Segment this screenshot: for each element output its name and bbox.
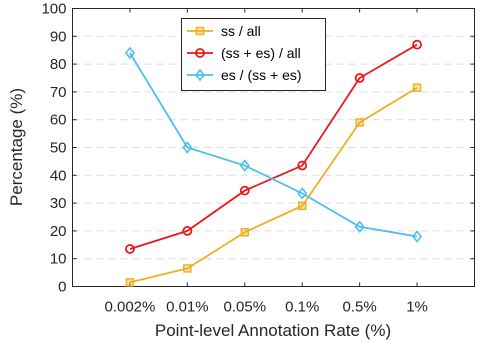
series-line	[129, 86, 418, 284]
y-tick-label: 90	[50, 28, 67, 45]
legend-label: ss / all	[221, 23, 261, 39]
data-point	[182, 141, 193, 154]
y-tick-label: 50	[50, 140, 67, 157]
y-tick-label: 30	[50, 195, 67, 212]
legend-swatch-marker	[195, 26, 205, 36]
y-tick-label: 70	[50, 84, 67, 101]
data-point	[297, 201, 307, 211]
legend-label: es / (ss + es)	[221, 67, 302, 83]
legend-item: (ss + es) / all	[187, 45, 301, 61]
data-point	[297, 187, 308, 200]
y-tick-label: 40	[50, 167, 67, 184]
x-axis: 0.002% 0.01% 0.05% 0.1% 0.5% 1%	[72, 8, 475, 316]
y-axis-label: Percentage (%)	[7, 88, 26, 206]
legend-item: ss / all	[187, 23, 261, 39]
data-point	[182, 225, 193, 236]
data-point	[239, 185, 250, 196]
data-point	[125, 244, 135, 254]
y-tick-label: 20	[50, 223, 67, 240]
data-point	[355, 118, 364, 127]
series-1	[125, 83, 422, 287]
series-2	[125, 39, 422, 254]
legend-item: es / (ss + es)	[187, 67, 302, 83]
legend-swatch-marker	[195, 48, 205, 58]
series-line	[129, 43, 418, 250]
y-tick-label: 0	[58, 279, 66, 296]
y-tick-label: 100	[41, 1, 66, 18]
x-tick-label: 0.05%	[224, 299, 267, 316]
data-point	[125, 278, 135, 287]
data-point	[412, 83, 422, 92]
data-point	[354, 73, 365, 83]
data-point	[240, 228, 250, 237]
series-group	[124, 39, 423, 287]
legend-swatch-marker	[194, 68, 206, 82]
y-tick-label: 80	[50, 56, 67, 73]
data-point	[239, 159, 250, 172]
series-3	[124, 46, 423, 243]
x-tick-label: 0.002%	[104, 299, 155, 316]
data-point	[412, 39, 422, 50]
y-tick-label: 10	[50, 251, 67, 268]
y-tick-label: 60	[50, 112, 67, 129]
x-tick-label: 0.1%	[285, 299, 319, 316]
data-point	[412, 230, 423, 243]
series-line	[129, 52, 418, 238]
x-axis-label: Point-level Annotation Rate (%)	[155, 321, 391, 340]
x-tick-label: 0.01%	[166, 299, 209, 316]
data-point	[124, 46, 135, 60]
x-tick-label: 1%	[406, 299, 428, 316]
x-tick-label: 0.5%	[343, 299, 377, 316]
data-point	[297, 160, 308, 171]
grid	[72, 35, 475, 260]
legend: ss / all (ss + es) / all es / (ss + es)	[181, 18, 326, 91]
data-point	[354, 220, 365, 234]
y-axis: 0 10 20 30 40 50 60 70 80 90 100	[41, 1, 475, 296]
legend-label: (ss + es) / all	[221, 45, 301, 61]
data-point	[183, 264, 192, 273]
